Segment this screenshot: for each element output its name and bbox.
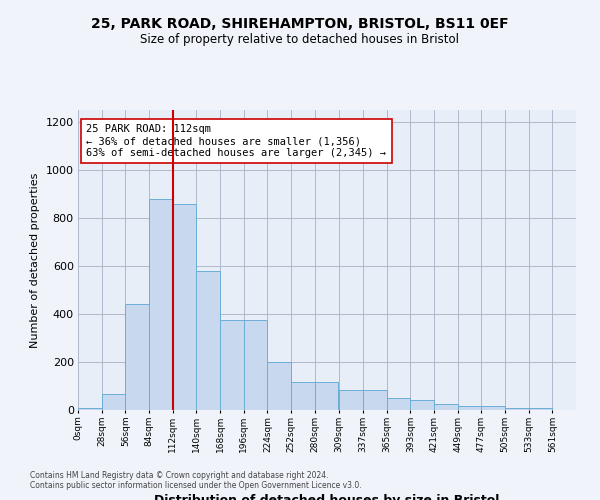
Bar (196, 271, 220, 410)
Text: Contains HM Land Registry data © Crown copyright and database right 2024.: Contains HM Land Registry data © Crown c… (30, 471, 329, 480)
Bar (529, 408, 553, 410)
Bar (410, 400, 434, 410)
Bar (173, 204, 196, 410)
Bar (339, 390, 363, 410)
Text: Size of property relative to detached houses in Bristol: Size of property relative to detached ho… (140, 32, 460, 46)
Bar (434, 404, 458, 410)
Y-axis label: Number of detached properties: Number of detached properties (30, 172, 40, 348)
Bar (78, 408, 101, 410)
Bar (101, 394, 125, 410)
Bar (244, 320, 268, 410)
Bar (268, 362, 291, 410)
Bar (315, 382, 338, 410)
Bar (291, 382, 315, 410)
Bar (386, 398, 410, 410)
X-axis label: Distribution of detached houses by size in Bristol: Distribution of detached houses by size … (154, 494, 500, 500)
Bar (149, 199, 173, 410)
Bar (363, 390, 386, 410)
Bar (505, 408, 529, 410)
Bar (458, 406, 481, 410)
Bar (220, 320, 244, 410)
Bar (481, 406, 505, 410)
Bar (125, 304, 149, 410)
Text: 25 PARK ROAD: 112sqm
← 36% of detached houses are smaller (1,356)
63% of semi-de: 25 PARK ROAD: 112sqm ← 36% of detached h… (86, 124, 386, 158)
Text: 25, PARK ROAD, SHIREHAMPTON, BRISTOL, BS11 0EF: 25, PARK ROAD, SHIREHAMPTON, BRISTOL, BS… (91, 18, 509, 32)
Text: Contains public sector information licensed under the Open Government Licence v3: Contains public sector information licen… (30, 481, 362, 490)
